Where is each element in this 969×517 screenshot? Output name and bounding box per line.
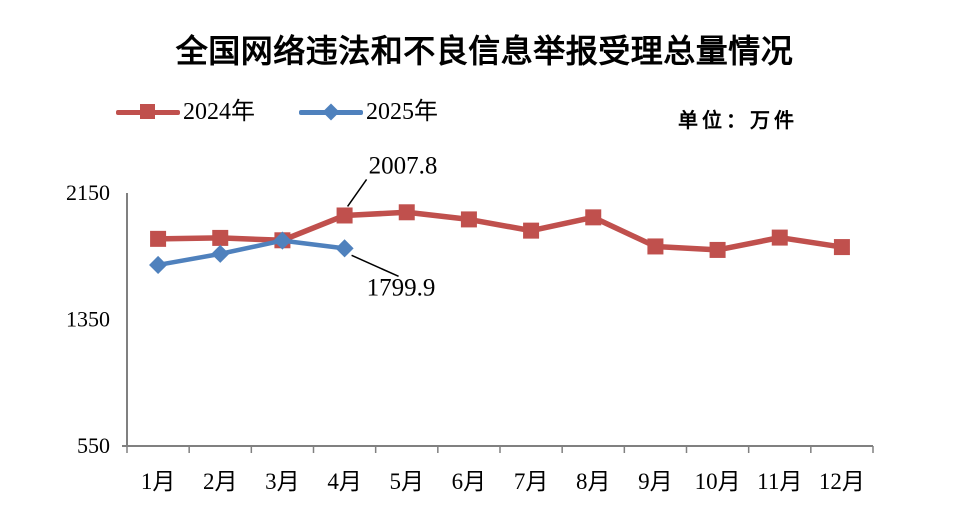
x-category-label-11月: 11月 (757, 469, 802, 494)
y-tick-label-550: 550 (77, 433, 110, 458)
x-category-label-4月: 4月 (327, 469, 362, 494)
x-category-label-1月: 1月 (141, 469, 176, 494)
legend-label-2025: 2025年 (366, 99, 438, 125)
x-category-label-10月: 10月 (695, 469, 741, 494)
legend-item-2024: 2024年 (116, 99, 255, 125)
annotation-label-2007.8: 2007.8 (369, 152, 438, 179)
x-category-label-8月: 8月 (576, 469, 611, 494)
data-point-2024年-6月 (460, 211, 477, 228)
data-point-2024年-12月 (833, 239, 850, 256)
x-category-label-12月: 12月 (819, 469, 865, 494)
data-point-2024年-4月 (336, 207, 353, 224)
annotation-label-1799.9: 1799.9 (367, 274, 436, 301)
chart-title: 全国网络违法和不良信息举报受理总量情况 (175, 33, 794, 69)
x-category-label-3月: 3月 (265, 469, 300, 494)
data-point-2025年-3月 (273, 231, 292, 250)
data-point-2024年-2月 (212, 229, 229, 246)
x-category-label-7月: 7月 (514, 469, 549, 494)
y-tick-label-2150: 2150 (66, 180, 110, 205)
legend-label-2024: 2024年 (183, 99, 255, 125)
data-point-2024年-10月 (709, 241, 726, 258)
legend-item-2025: 2025年 (299, 99, 438, 125)
data-point-2024年-8月 (585, 209, 602, 226)
x-category-label-6月: 6月 (452, 469, 487, 494)
data-point-2024年-5月 (398, 204, 415, 221)
legend: 2024年 2025年 (116, 99, 438, 125)
series-line-2025年 (157, 238, 345, 268)
legend-marker-2024 (116, 99, 180, 125)
x-category-label-9月: 9月 (638, 469, 673, 494)
annotation-leader-line (351, 254, 399, 278)
series-line-2024年 (158, 209, 843, 253)
unit-label: 单位：万件 (678, 110, 798, 132)
x-category-label-2月: 2月 (203, 469, 238, 494)
data-point-2024年-7月 (523, 222, 540, 239)
data-point-2024年-9月 (647, 238, 664, 255)
data-point-2025年-1月 (149, 255, 168, 274)
data-point-2024年-1月 (150, 230, 167, 247)
data-point-2025年-2月 (211, 244, 230, 263)
legend-square-marker-icon (140, 104, 155, 119)
data-point-2024年-11月 (771, 229, 788, 246)
data-point-2025年-4月 (335, 239, 354, 258)
x-category-label-5月: 5月 (390, 469, 425, 494)
y-tick-label-1350: 1350 (66, 307, 110, 332)
legend-marker-2025 (299, 99, 363, 125)
annotation-leader-line (346, 179, 368, 207)
